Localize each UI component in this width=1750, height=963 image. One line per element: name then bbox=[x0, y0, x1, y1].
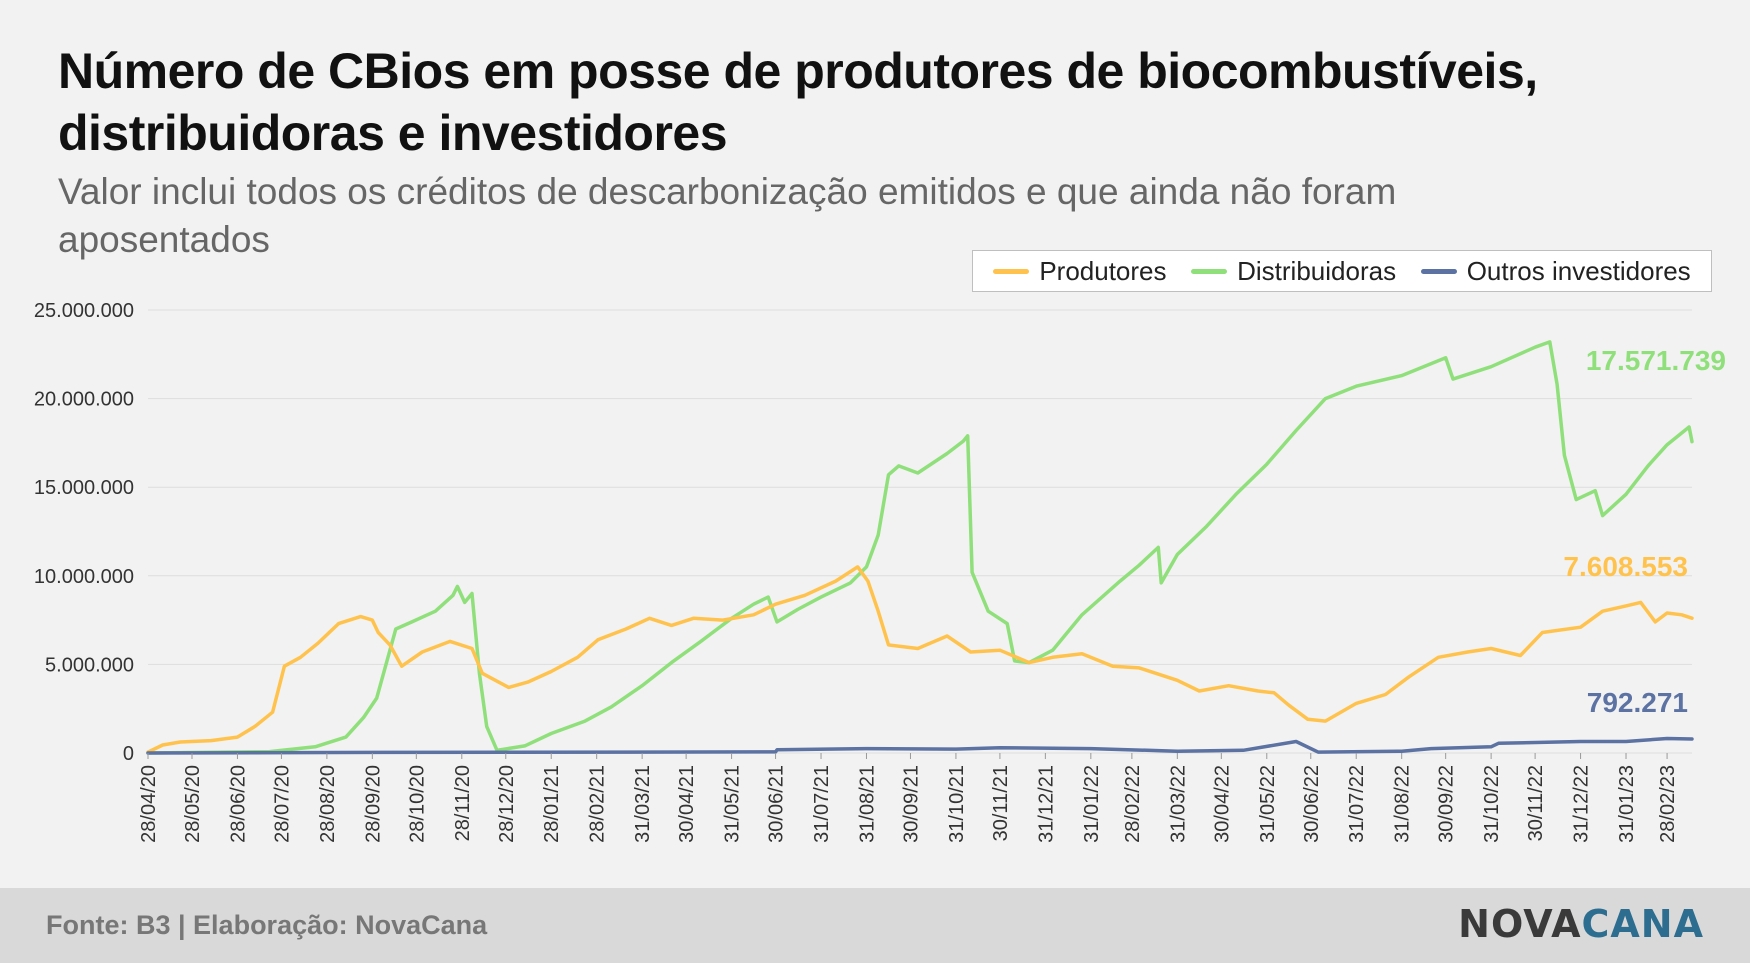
series-layer bbox=[146, 340, 1694, 755]
legend-item-outros: Outros investidores bbox=[1420, 255, 1691, 287]
series-line-distribuidoras bbox=[146, 340, 1694, 755]
x-tick-label: 28/07/20 bbox=[271, 765, 293, 843]
y-tick-label: 20.000.000 bbox=[34, 389, 134, 411]
y-tick-label: 0 bbox=[123, 743, 134, 765]
x-tick-label: 31/12/21 bbox=[1035, 765, 1057, 843]
x-tick-label: 28/02/23 bbox=[1657, 765, 1679, 843]
x-tick-label: 28/09/20 bbox=[362, 765, 384, 843]
y-tick-label: 25.000.000 bbox=[34, 300, 134, 322]
x-tick-label: 28/10/20 bbox=[406, 765, 428, 843]
footer-bar: Fonte: B3 | Elaboração: NovaCana NOVACAN… bbox=[0, 888, 1750, 963]
series-line-produtores bbox=[146, 565, 1694, 754]
x-tick-label: 30/04/22 bbox=[1211, 765, 1233, 843]
x-tick-label: 30/06/21 bbox=[766, 765, 788, 843]
x-tick-label: 28/01/21 bbox=[541, 765, 563, 843]
y-tick-label: 15.000.000 bbox=[34, 477, 134, 499]
x-tick-label: 30/04/21 bbox=[676, 765, 698, 843]
x-tick-label: 31/03/22 bbox=[1167, 765, 1189, 843]
x-tick-label: 31/01/22 bbox=[1081, 765, 1103, 843]
x-tick-label: 28/02/21 bbox=[587, 765, 609, 843]
x-tick-label: 28/11/20 bbox=[452, 765, 474, 841]
brand-logo-part1: NOVA bbox=[1458, 902, 1582, 946]
x-tick-label: 31/12/22 bbox=[1571, 765, 1593, 843]
chart-legend: Produtores Distribuidoras Outros investi… bbox=[972, 250, 1712, 292]
end-label-produtores: 7.608.553 bbox=[1563, 551, 1688, 582]
chart-subtitle: Valor inclui todos os créditos de descar… bbox=[58, 171, 1397, 260]
legend-item-distribuidoras: Distribuidoras bbox=[1191, 256, 1396, 287]
x-tick-label: 31/07/21 bbox=[811, 765, 833, 843]
legend-swatch-distribuidoras bbox=[1191, 268, 1228, 274]
x-tick-label: 31/08/21 bbox=[856, 765, 878, 843]
end-labels: 7.608.553 17.571.739 792.271 bbox=[1563, 345, 1726, 718]
end-label-distribuidoras: 17.571.739 bbox=[1586, 345, 1726, 376]
x-tick-label: 31/01/23 bbox=[1616, 765, 1638, 843]
x-tick-label: 28/02/22 bbox=[1122, 765, 1144, 843]
legend-label-outros: Outros investidores bbox=[1466, 255, 1691, 286]
legend-label-distribuidoras: Distribuidoras bbox=[1237, 255, 1397, 286]
brand-logo-part2: CANA bbox=[1581, 902, 1704, 946]
x-tick-label: 28/12/20 bbox=[496, 765, 518, 843]
x-tick-label: 28/06/20 bbox=[227, 765, 249, 843]
x-tick-label: 31/07/22 bbox=[1346, 765, 1368, 843]
x-tick-label: 30/06/22 bbox=[1301, 765, 1323, 843]
legend-swatch-outros bbox=[1420, 268, 1457, 274]
x-tick-label: 31/10/21 bbox=[946, 765, 968, 843]
legend-swatch-produtores bbox=[993, 268, 1030, 274]
y-tick-label: 10.000.000 bbox=[34, 566, 134, 588]
x-tick-label: 28/04/20 bbox=[138, 765, 160, 843]
x-tick-label: 31/08/22 bbox=[1392, 765, 1414, 843]
y-tick-label: 5.000.000 bbox=[45, 654, 134, 676]
series-line-outros bbox=[146, 736, 1694, 755]
source-credit: Fonte: B3 | Elaboração: NovaCana bbox=[46, 910, 488, 940]
x-tick-label: 31/10/22 bbox=[1481, 765, 1503, 843]
end-label-outros: 792.271 bbox=[1587, 687, 1688, 718]
x-tick-label: 30/09/21 bbox=[900, 765, 922, 843]
legend-item-produtores: Produtores bbox=[993, 255, 1167, 287]
x-tick-label: 30/11/22 bbox=[1525, 765, 1547, 841]
chart-title: Número de CBios em posse de produtores d… bbox=[58, 43, 1538, 161]
x-tick-label: 31/03/21 bbox=[632, 765, 654, 843]
x-tick-label: 28/08/20 bbox=[317, 765, 339, 843]
legend-label-produtores: Produtores bbox=[1039, 255, 1167, 286]
brand-logo: NOVACANA bbox=[1458, 902, 1704, 946]
x-tick-label: 28/05/20 bbox=[182, 765, 204, 843]
x-tick-label: 30/09/22 bbox=[1436, 765, 1458, 843]
x-tick-label: 31/05/21 bbox=[722, 765, 744, 843]
line-chart: 0 5.000.000 10.000.000 15.000.000 20.000.000… bbox=[34, 300, 1726, 843]
x-tick-label: 31/05/22 bbox=[1257, 765, 1279, 843]
x-axis-ticks: 28/04/20 28/05/20 28/06/20 28/07/20 28/08/20… bbox=[138, 753, 1679, 843]
y-axis-ticks: 0 5.000.000 10.000.000 15.000.000 20.000.000… bbox=[34, 300, 134, 765]
x-tick-label: 30/11/21 bbox=[990, 765, 1012, 841]
